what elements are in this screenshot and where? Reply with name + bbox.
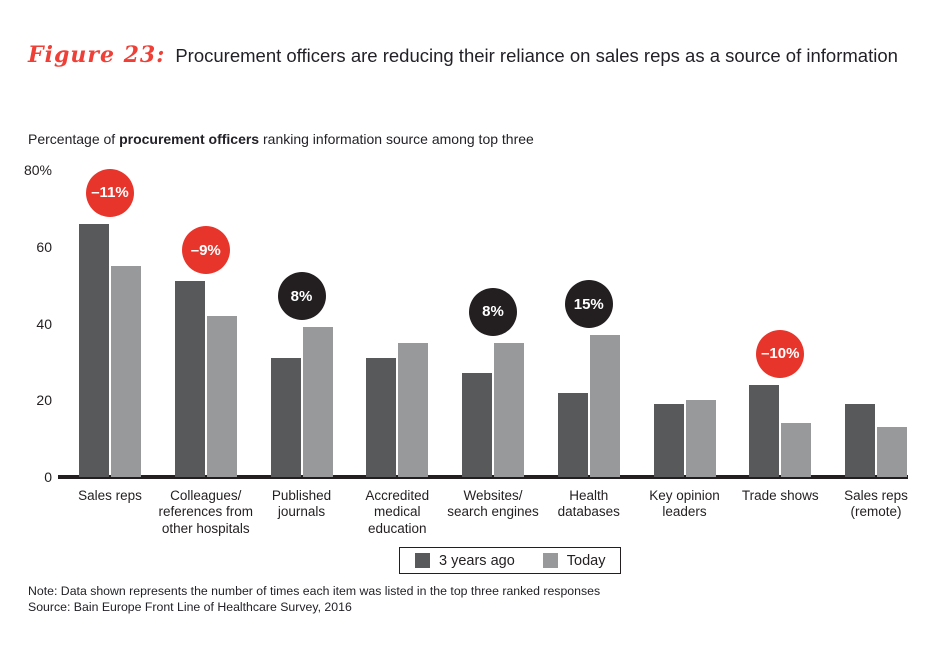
y-axis-tick-label: 40 [36, 315, 52, 332]
x-axis-category-label: Colleagues/ references from other hospit… [158, 488, 254, 536]
bar-3-years-ago [79, 223, 109, 477]
bar-3-years-ago [653, 404, 684, 477]
legend-label: 3 years ago [439, 552, 515, 569]
bar-today [589, 335, 620, 477]
x-axis-category-label: Health databases [557, 488, 620, 520]
bar-3-years-ago [270, 358, 301, 477]
bar-today [877, 427, 907, 477]
bar-today [111, 265, 141, 477]
x-axis-category-label: Sales reps (remote) [844, 488, 908, 520]
note-line: Note: Data shown represents the number o… [28, 584, 601, 598]
source-line: Source: Bain Europe Front Line of Health… [28, 599, 352, 614]
bar-3-years-ago [845, 404, 875, 477]
change-badge: 8% [469, 287, 517, 336]
figure-title: Procurement officers are reducing their … [175, 45, 898, 66]
legend-swatch-icon [542, 553, 558, 568]
bar-today [685, 400, 716, 477]
bar-today [494, 342, 524, 477]
y-axis-tick-label: 60 [36, 238, 52, 255]
x-axis-category-label: Accredited medical education [365, 488, 430, 536]
chart-subtitle-prefix: Percentage of [28, 131, 120, 147]
chart-legend: 3 years ago Today [399, 547, 622, 574]
x-axis-line [58, 475, 908, 479]
change-badge: –10% [756, 329, 805, 378]
chart-subtitle: Percentage of procurement officers ranki… [28, 131, 534, 147]
bar-today [206, 315, 237, 477]
bar-today [398, 342, 429, 477]
x-axis-category-label: Sales reps [78, 488, 142, 503]
bar-today [302, 327, 333, 477]
bar-3-years-ago [174, 281, 205, 477]
legend-swatch-icon [415, 553, 430, 568]
bar-3-years-ago [749, 384, 780, 477]
legend-item: 3 years ago [415, 553, 515, 569]
bar-today [781, 423, 812, 477]
y-axis-tick-label: 0 [44, 469, 52, 485]
x-axis-category-label: Websites/ search engines [447, 488, 539, 520]
y-axis-tick-label: 80% [23, 162, 52, 178]
bar-3-years-ago [462, 373, 492, 477]
figure-header: Figure 23: Procurement officers are redu… [28, 42, 898, 68]
x-axis-category-label: Key opinion leaders [649, 488, 720, 520]
legend-item: Today [542, 552, 606, 569]
change-badge: 8% [277, 272, 326, 321]
y-axis-tick-label: 20 [36, 392, 52, 409]
change-badge: –9% [181, 226, 230, 275]
bar-3-years-ago [366, 358, 397, 477]
change-badge: 15% [564, 280, 613, 328]
change-badge: –11% [86, 168, 134, 217]
footnotes: Note: Data shown represents the number o… [28, 584, 600, 616]
chart-subtitle-suffix: ranking information source among top thr… [259, 131, 534, 147]
chart-subtitle-bold: procurement officers [119, 131, 260, 147]
x-axis-category-label: Published journals [271, 488, 332, 520]
legend-label: Today [566, 552, 606, 569]
figure-number-label: Figure 23: [28, 42, 166, 68]
bar-3-years-ago [557, 392, 588, 477]
x-axis-category-label: Trade shows [741, 488, 819, 503]
